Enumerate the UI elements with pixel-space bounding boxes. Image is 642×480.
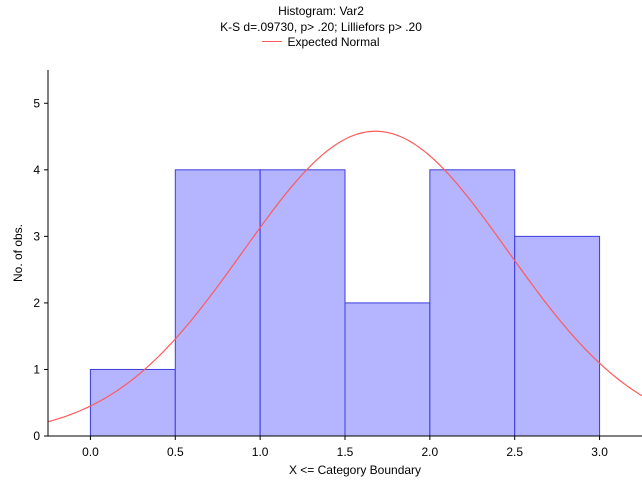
x-axis-label: X <= Category Boundary: [289, 463, 421, 477]
y-tick-label: 2: [33, 296, 40, 310]
bar-0: [89, 368, 176, 437]
chart-title: Histogram: Var2: [278, 4, 364, 18]
x-tick-label: 1.0: [252, 445, 269, 459]
x-tick-label: 0.5: [167, 445, 184, 459]
x-tick-label: 2.0: [422, 445, 439, 459]
y-tick-label: 4: [33, 163, 40, 177]
legend-label-expected-normal: Expected Normal: [287, 35, 380, 49]
y-tick-label: 3: [33, 229, 40, 243]
expected-normal-curve: [47, 130, 642, 423]
x-tick-label: 3.0: [591, 445, 608, 459]
ticks-layer: 0.0 0.5 1.0 1.5 2.0 2.5 3.0 0 1 2 3 4 5: [33, 96, 608, 459]
bar-1: [174, 169, 261, 437]
curve-layer: [47, 130, 642, 423]
x-tick-label: 0.0: [82, 445, 99, 459]
legend-swatch-expected-normal: [262, 41, 283, 43]
bar-4: [429, 169, 516, 437]
y-tick-label: 0: [33, 429, 40, 443]
y-tick-label: 5: [33, 96, 40, 110]
x-tick-label: 2.5: [506, 445, 523, 459]
chart-subtitle: K-S d=.09730, p> .20; Lilliefors p> .20: [220, 20, 422, 34]
y-axis-label: No. of obs.: [11, 224, 25, 282]
legend: Expected Normal: [0, 35, 642, 49]
y-tick-label: 1: [33, 362, 40, 376]
bars-layer: [89, 169, 601, 437]
x-tick-label: 1.5: [337, 445, 354, 459]
bar-5: [514, 235, 601, 437]
bar-3: [344, 302, 431, 437]
